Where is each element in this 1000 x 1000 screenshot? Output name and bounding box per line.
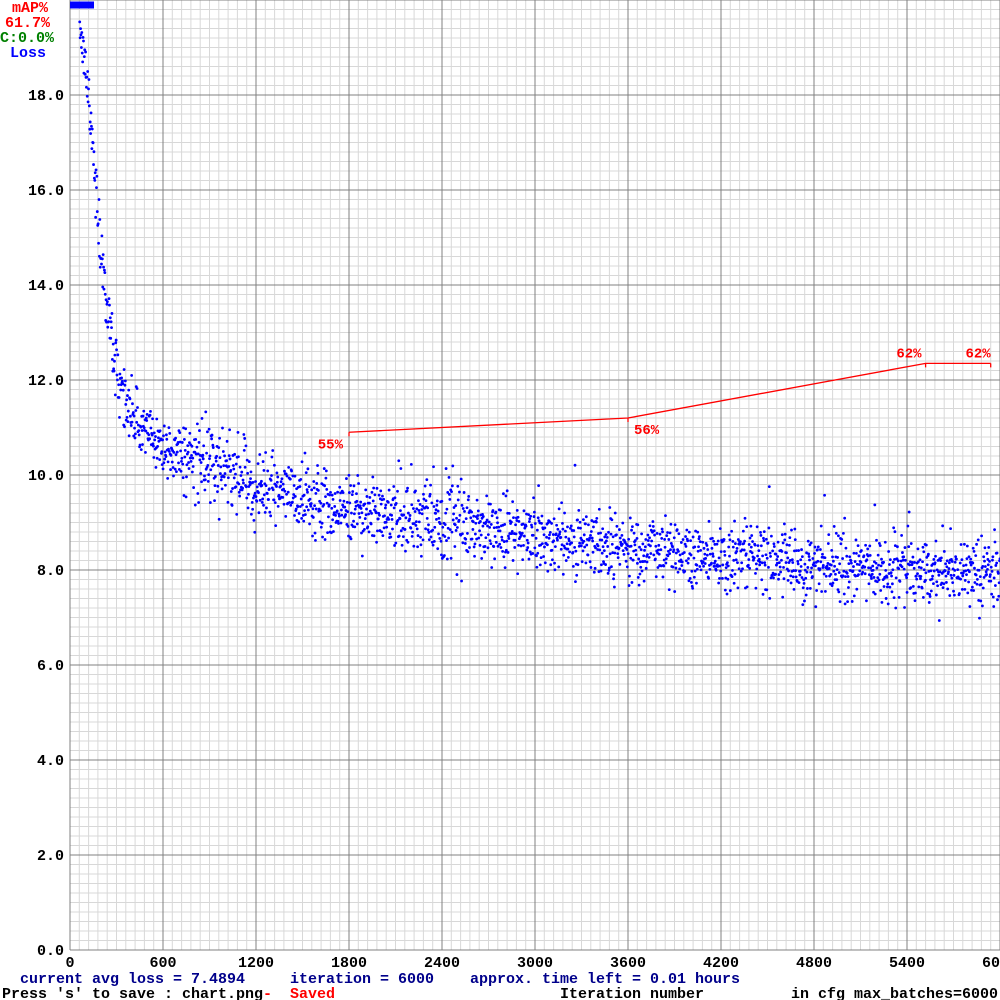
training-chart: 55% 56% 62% 62% 0.0 2.0 4.0 6.0 8.0 10.0 12.0 14.0 1… [0, 0, 1000, 1000]
chart-svg: 55% 56% 62% 62% 0.0 2.0 4.0 6.0 8.0 10.0 12.0 14.0 1… [0, 0, 1000, 1000]
footer-saved: Saved [290, 986, 335, 1000]
y-tick-label: 18.0 [28, 88, 64, 105]
x-tick-label: 60 [982, 955, 1000, 972]
map-point-label: 62% [896, 346, 922, 362]
x-tick-label: 1800 [331, 955, 367, 972]
x-tick-label: 1200 [238, 955, 274, 972]
x-tick-label: 600 [149, 955, 176, 972]
y-tick-label: 0.0 [37, 943, 64, 960]
x-tick-label: 0 [65, 955, 74, 972]
x-tick-label: 4200 [703, 955, 739, 972]
y-tick-label: 2.0 [37, 848, 64, 865]
x-tick-label: 3600 [610, 955, 646, 972]
x-tick-label: 3000 [517, 955, 553, 972]
map-point-label: 56% [634, 423, 660, 439]
y-tick-label: 16.0 [28, 183, 64, 200]
y-tick-label: 8.0 [37, 563, 64, 580]
footer-cfg: in cfg max_batches=6000 [791, 986, 998, 1000]
y-tick-label: 12.0 [28, 373, 64, 390]
x-tick-label: 2400 [424, 955, 460, 972]
y-tick-label: 4.0 [37, 753, 64, 770]
y-tick-label: 10.0 [28, 468, 64, 485]
map-point-label: 62% [965, 346, 991, 362]
y-tick-label: 6.0 [37, 658, 64, 675]
x-axis-label: Iteration number [560, 986, 704, 1000]
footer-press-save: Press 's' to save : chart.png [2, 986, 263, 1000]
x-tick-label: 4800 [796, 955, 832, 972]
y-tick-label: 14.0 [28, 278, 64, 295]
x-tick-label: 5400 [889, 955, 925, 972]
footer-dash: - [263, 986, 272, 1000]
map-point-label: 55% [318, 437, 344, 453]
header-loss-label: Loss [10, 45, 46, 62]
